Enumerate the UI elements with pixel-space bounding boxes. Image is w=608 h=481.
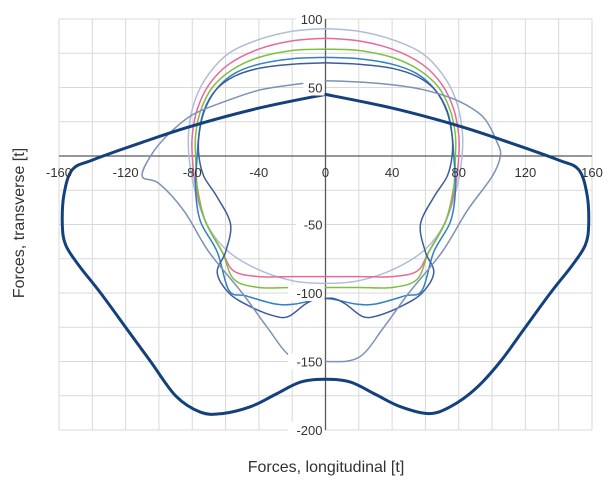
y-tick-label: -200 <box>296 423 322 438</box>
series-line-7 <box>60 92 591 416</box>
series-line-3 <box>194 48 457 289</box>
y-tick-label: 100 <box>301 12 323 27</box>
series-line-2 <box>190 37 461 278</box>
y-axis-title: Forces, transverse [t] <box>11 148 28 298</box>
y-tick-label-bg <box>295 11 325 27</box>
series-group <box>60 27 591 416</box>
x-tick-label: -120 <box>113 165 139 180</box>
x-tick-label: 160 <box>581 165 603 180</box>
x-tick-label: -40 <box>249 165 268 180</box>
y-tick-label: -150 <box>296 355 322 370</box>
y-tick-label-bg <box>288 422 325 438</box>
x-tick-label: 40 <box>385 165 399 180</box>
y-tick-label-bg <box>295 216 325 233</box>
x-tick-label: 0 <box>322 165 329 180</box>
x-tick-label: 120 <box>515 165 537 180</box>
y-tick-label-bg <box>288 285 325 301</box>
tick-labels: -160 -120 -80 -40 0 40 80 120 160 100 50 -50 -100 -15… <box>46 11 603 438</box>
y-tick-label: -50 <box>304 218 323 233</box>
x-tick-label: -80 <box>183 165 202 180</box>
y-tick-label-bg <box>288 353 325 370</box>
series-line-1 <box>187 27 464 285</box>
x-tick-label: 80 <box>452 165 466 180</box>
y-tick-label: -100 <box>296 286 322 301</box>
series-line-5 <box>197 62 454 319</box>
series-line-6 <box>141 79 502 363</box>
x-tick-label: -160 <box>46 165 72 180</box>
x-axis-title: Forces, longitudinal [t] <box>248 459 405 476</box>
y-tick-label: 50 <box>308 81 322 96</box>
y-tick-label-bg <box>303 79 325 96</box>
